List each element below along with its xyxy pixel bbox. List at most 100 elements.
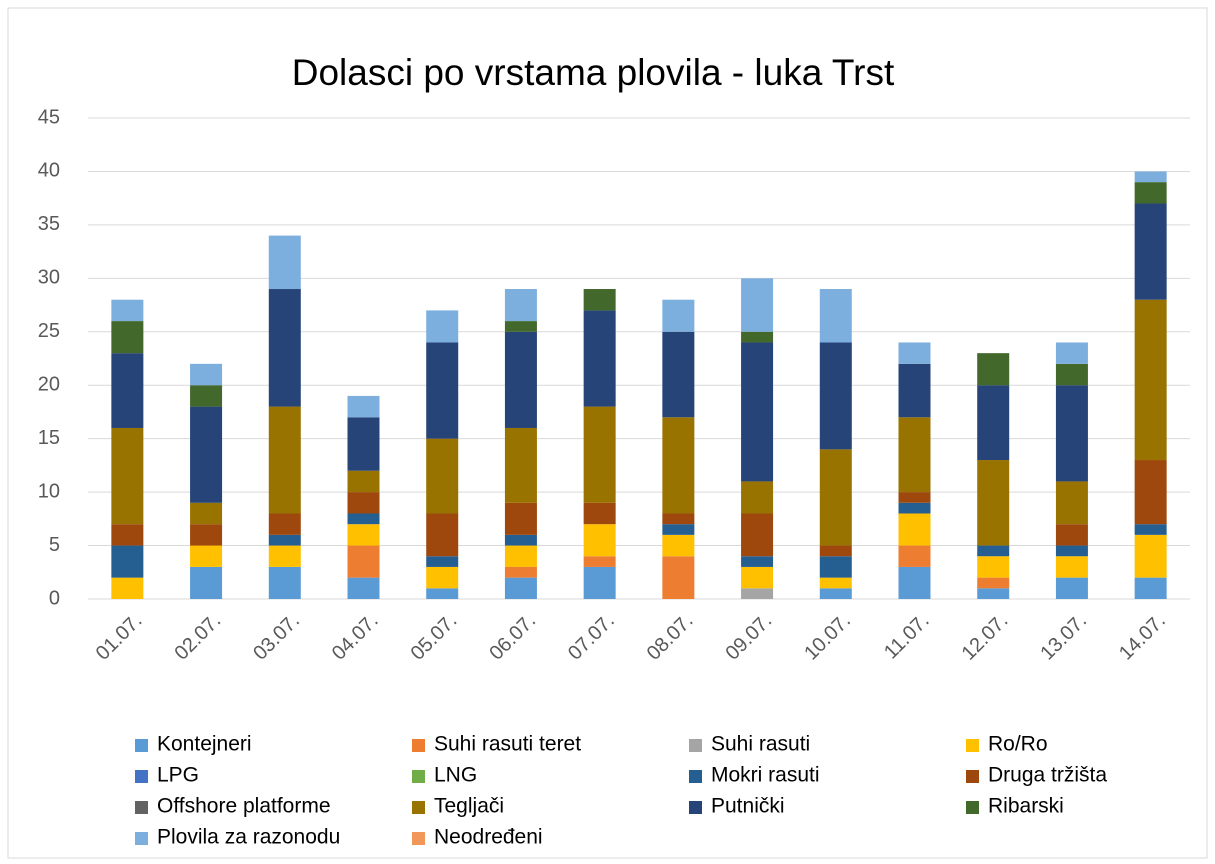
bar-segment bbox=[898, 566, 931, 599]
bar-segment bbox=[190, 566, 223, 599]
bar-segment bbox=[190, 502, 223, 525]
legend-swatch bbox=[135, 801, 148, 814]
legend-swatch bbox=[966, 801, 979, 814]
bar-segment bbox=[741, 566, 774, 589]
legend-label: LNG bbox=[434, 764, 477, 787]
bar-segment bbox=[111, 577, 144, 599]
bar-segment bbox=[898, 342, 931, 364]
bar-segment bbox=[268, 235, 301, 290]
bar-segment bbox=[819, 577, 852, 589]
y-tick-label: 35 bbox=[38, 213, 60, 235]
bar-segment bbox=[741, 481, 774, 514]
bar-segment bbox=[583, 556, 616, 567]
bar-segment bbox=[347, 545, 380, 578]
legend-label: Neodređeni bbox=[434, 826, 543, 849]
bar-segment bbox=[1055, 481, 1088, 525]
bar-segment bbox=[504, 566, 537, 578]
legend-label: Mokri rasuti bbox=[711, 764, 820, 787]
legend-label: Ribarski bbox=[988, 795, 1064, 818]
bar-segment bbox=[111, 299, 144, 322]
bar-segment bbox=[662, 417, 695, 514]
bar-segment bbox=[504, 545, 537, 567]
bar-segment bbox=[819, 588, 852, 599]
legend-label: Putnički bbox=[711, 795, 785, 818]
bar-segment bbox=[898, 492, 931, 503]
bar-segment bbox=[583, 502, 616, 525]
y-tick-label: 15 bbox=[38, 427, 60, 449]
bar-segment bbox=[1134, 182, 1167, 204]
bar-segment bbox=[347, 524, 380, 546]
bar-segment bbox=[898, 502, 931, 514]
bar-segment bbox=[268, 566, 301, 599]
legend-label: Suhi rasuti teret bbox=[434, 733, 581, 756]
bar-segment bbox=[977, 353, 1010, 386]
bar-segment bbox=[1134, 171, 1167, 183]
bar-segment bbox=[1055, 524, 1088, 546]
bar-segment bbox=[583, 289, 616, 311]
y-tick-label: 10 bbox=[38, 480, 60, 502]
chart-title: Dolasci po vrstama plovila - luka Trst bbox=[292, 52, 895, 93]
legend-swatch bbox=[412, 801, 425, 814]
bar-segment bbox=[504, 321, 537, 332]
bar-segment bbox=[1055, 363, 1088, 386]
y-tick-label: 40 bbox=[38, 160, 60, 182]
bar-segment bbox=[111, 353, 144, 428]
bar-segment bbox=[268, 289, 301, 407]
bar-segment bbox=[819, 556, 852, 578]
bar-segment bbox=[662, 331, 695, 418]
bar-segment bbox=[1055, 556, 1088, 578]
bar-segment bbox=[741, 278, 774, 332]
bar-segment bbox=[426, 566, 459, 589]
legend-swatch bbox=[135, 832, 148, 845]
bar-segment bbox=[1134, 203, 1167, 300]
bar-segment bbox=[347, 395, 380, 418]
legend-swatch bbox=[689, 770, 702, 783]
bar-segment bbox=[504, 502, 537, 535]
bar-segment bbox=[1134, 577, 1167, 599]
legend-swatch bbox=[135, 770, 148, 783]
legend-swatch bbox=[135, 739, 148, 752]
bar-segment bbox=[819, 342, 852, 450]
y-tick-label: 5 bbox=[49, 534, 60, 556]
bar-segment bbox=[111, 321, 144, 354]
bar-segment bbox=[1055, 545, 1088, 557]
bar-segment bbox=[504, 331, 537, 428]
bar-segment bbox=[977, 577, 1010, 589]
legend-label: Plovila za razonodu bbox=[157, 826, 340, 849]
bar-segment bbox=[898, 417, 931, 493]
bar-segment bbox=[190, 363, 223, 386]
bar-segment bbox=[583, 566, 616, 599]
bar-segment bbox=[898, 363, 931, 418]
y-tick-label: 30 bbox=[38, 267, 60, 289]
bar-segment bbox=[268, 406, 301, 514]
bar-segment bbox=[741, 513, 774, 557]
legend-swatch bbox=[689, 801, 702, 814]
bar-segment bbox=[898, 545, 931, 567]
bar-segment bbox=[504, 427, 537, 503]
legend-swatch bbox=[689, 739, 702, 752]
bar-segment bbox=[347, 577, 380, 599]
bar-segment bbox=[1134, 460, 1167, 525]
legend-label: Ro/Ro bbox=[988, 733, 1048, 756]
legend-swatch bbox=[412, 832, 425, 845]
bar-segment bbox=[662, 534, 695, 557]
bar-segment bbox=[977, 545, 1010, 557]
bar-segment bbox=[583, 524, 616, 557]
bar-segment bbox=[111, 524, 144, 546]
legend-label: Offshore platforme bbox=[157, 795, 331, 818]
legend-label: LPG bbox=[157, 764, 199, 787]
bar-segment bbox=[111, 545, 144, 578]
bar-segment bbox=[1055, 342, 1088, 364]
bar-segment bbox=[741, 588, 774, 599]
bar-segment bbox=[662, 524, 695, 535]
bar-segment bbox=[977, 385, 1010, 461]
legend-swatch bbox=[966, 739, 979, 752]
bar-segment bbox=[426, 588, 459, 599]
bar-segment bbox=[426, 513, 459, 557]
bar-segment bbox=[347, 513, 380, 525]
bar-segment bbox=[1134, 299, 1167, 461]
legend-swatch bbox=[412, 770, 425, 783]
bar-segment bbox=[819, 449, 852, 546]
bar-segment bbox=[741, 331, 774, 343]
bar-segment bbox=[1134, 534, 1167, 578]
